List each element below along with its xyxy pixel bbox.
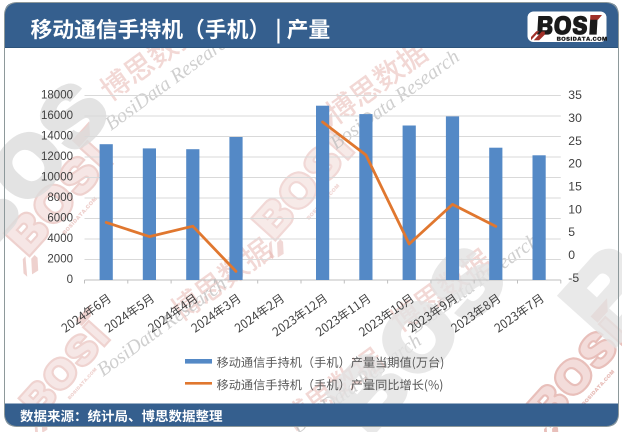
svg-text:15: 15	[568, 180, 582, 194]
svg-text:16000: 16000	[41, 110, 73, 122]
svg-text:10000: 10000	[41, 172, 73, 184]
svg-text:0: 0	[67, 274, 73, 286]
svg-text:-5: -5	[568, 271, 579, 285]
svg-text:25: 25	[568, 134, 582, 148]
svg-text:14000: 14000	[41, 131, 73, 143]
svg-text:30: 30	[568, 111, 582, 125]
svg-text:20: 20	[568, 157, 582, 171]
svg-text:35: 35	[568, 88, 582, 102]
svg-text:6000: 6000	[47, 213, 73, 225]
svg-text:4000: 4000	[47, 233, 73, 245]
svg-text:5: 5	[568, 225, 575, 239]
svg-text:18000: 18000	[41, 90, 73, 102]
svg-text:12000: 12000	[41, 151, 73, 163]
svg-text:2000: 2000	[47, 254, 73, 266]
svg-text:8000: 8000	[47, 192, 73, 204]
svg-text:10: 10	[568, 202, 582, 216]
svg-text:0: 0	[568, 248, 575, 262]
